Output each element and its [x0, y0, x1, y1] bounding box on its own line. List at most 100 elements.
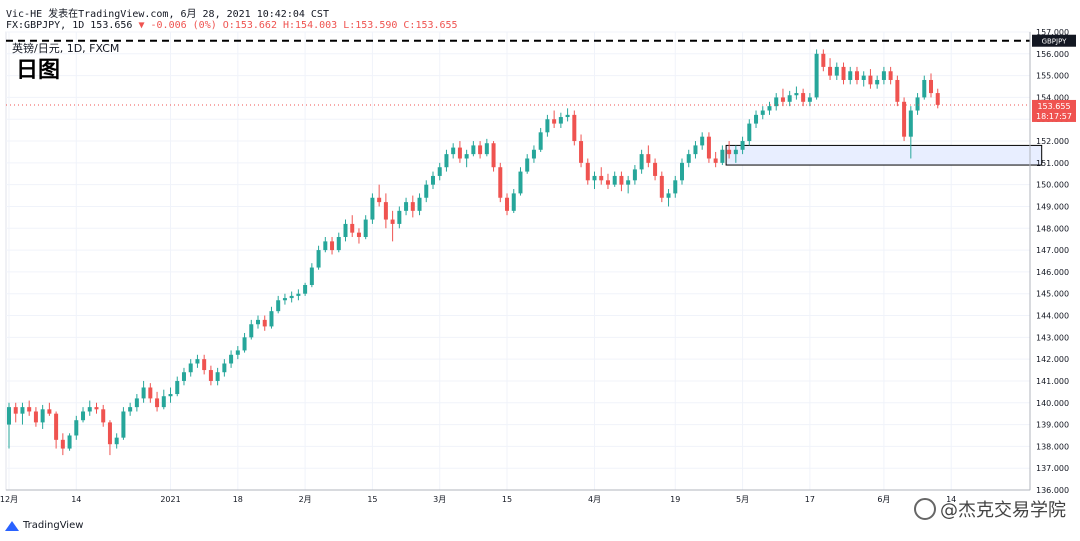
candle-body: [424, 184, 429, 198]
y-tick-label: 139.000: [1036, 421, 1069, 430]
candle-body: [356, 232, 361, 238]
x-tick-label: 19: [670, 495, 680, 504]
y-tick-label: 156.000: [1036, 50, 1069, 59]
candle-body: [40, 409, 45, 423]
candle-body: [262, 319, 267, 327]
y-tick-label: 143.000: [1036, 333, 1069, 342]
grid-layer: [5, 31, 1031, 491]
candle-body: [740, 141, 745, 150]
candle-body: [693, 145, 698, 155]
candle-body: [464, 154, 469, 159]
candle-body: [727, 149, 732, 155]
zone-layer: [725, 144, 1043, 166]
candle-body: [188, 363, 193, 373]
candle-body: [848, 71, 853, 80]
y-tick-label: 148.000: [1036, 224, 1069, 233]
candle-body: [74, 420, 79, 436]
candle-body: [545, 119, 550, 133]
candle-body: [619, 175, 624, 185]
candles-layer: [7, 49, 940, 456]
candle-body: [828, 66, 833, 76]
candle-body: [599, 175, 604, 181]
candle-body: [316, 250, 321, 268]
candle-body: [929, 79, 934, 94]
candle-body: [128, 407, 133, 412]
candle-body: [774, 97, 779, 107]
candle-body: [276, 300, 281, 312]
tradingview-logo[interactable]: TradingView: [5, 520, 83, 531]
x-tick-label: 14: [71, 495, 81, 504]
candle-body: [410, 202, 415, 211]
last-price-tag-bg: [1032, 99, 1076, 122]
candle-body: [350, 223, 355, 233]
candle-body: [256, 319, 261, 325]
candle-body: [7, 407, 11, 425]
x-tick-label: 5月: [736, 495, 749, 504]
candle-body: [175, 380, 180, 395]
candle-body: [417, 197, 422, 211]
candle-body: [235, 350, 240, 355]
x-axis[interactable]: 12月 14 2021 18 2月 15 3月 15 4月 19 5月 17 6月 14: [0, 489, 1030, 504]
chart-header-line1: Vic-HE 发表在TradingView.com, 6月 28, 2021 1…: [6, 9, 329, 20]
candle-body: [605, 180, 610, 185]
candle-body: [868, 75, 873, 85]
plot-frame: [5, 31, 1031, 491]
candle-body: [780, 97, 785, 102]
chart-title: 日图: [16, 58, 61, 83]
candle-body: [646, 154, 651, 163]
x-tick-label: 4月: [588, 495, 601, 504]
candle-body: [303, 284, 308, 294]
y-axis[interactable]: 136.000 137.000 138.000 139.000 140.000 141.0…: [1029, 28, 1076, 495]
candle-body: [81, 411, 86, 421]
candle-body: [430, 175, 435, 185]
candle-body: [377, 197, 382, 203]
candle-body: [336, 237, 341, 251]
y-tick-label: 140.000: [1036, 399, 1069, 408]
y-tick-label: 150.000: [1036, 181, 1069, 190]
header-change: ▼ -0.006 (0%): [138, 20, 217, 31]
candle-body: [511, 193, 516, 211]
wechat-icon: [914, 498, 936, 520]
candle-body: [141, 387, 146, 399]
candle-body: [323, 241, 328, 251]
author-watermark: @杰克交易学院: [914, 496, 1066, 522]
y-tick-label: 151.000: [1036, 159, 1069, 168]
candle-body: [673, 180, 678, 194]
y-tick-label: 144.000: [1036, 312, 1069, 321]
candle-body: [881, 71, 886, 80]
x-tick-label: 3月: [433, 495, 446, 504]
candle-body: [13, 407, 18, 414]
candle-body: [498, 167, 503, 198]
candle-body: [222, 363, 227, 373]
candle-body: [821, 53, 826, 67]
candle-body: [208, 370, 213, 381]
candle-body: [471, 145, 476, 155]
header-symbol-price: FX:GBPJPY, 1D 153.656: [6, 20, 133, 31]
candle-body: [902, 101, 907, 137]
y-tick-label: 137.000: [1036, 464, 1069, 473]
y-tick-label: 155.000: [1036, 72, 1069, 81]
candle-body: [397, 210, 402, 224]
candle-body: [444, 154, 449, 168]
candle-body: [733, 149, 738, 155]
candle-body: [309, 267, 314, 285]
candle-body: [437, 167, 442, 176]
x-tick-label: 14: [946, 495, 956, 504]
candle-body: [101, 409, 106, 423]
candle-body: [632, 169, 637, 181]
level-lines-layer: [6, 39, 1030, 106]
resistance-tag-bg: [1032, 34, 1076, 47]
y-tick-label: 141.000: [1036, 377, 1069, 386]
candle-body: [296, 293, 301, 296]
candle-body: [895, 79, 900, 102]
candle-body: [505, 197, 510, 211]
candle-body: [814, 53, 819, 98]
candle-body: [854, 71, 859, 80]
candle-body: [87, 407, 92, 412]
y-tick-label: 147.000: [1036, 246, 1069, 255]
candle-body: [538, 132, 543, 150]
candle-body: [525, 158, 530, 172]
candle-body: [202, 359, 207, 371]
tradingview-logo-text: TradingView: [23, 520, 84, 531]
